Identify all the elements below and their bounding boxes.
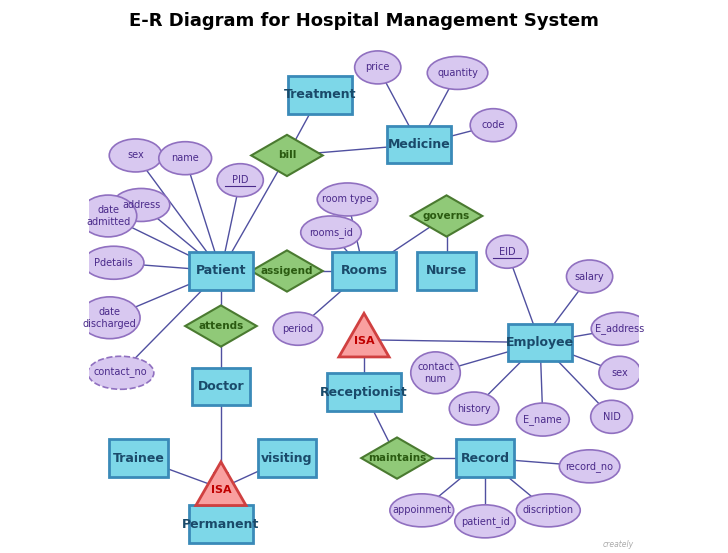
Text: Record: Record xyxy=(461,452,510,465)
Text: patient_id: patient_id xyxy=(461,516,510,527)
Ellipse shape xyxy=(516,403,569,436)
Text: date
discharged: date discharged xyxy=(83,307,137,328)
Text: Treatment: Treatment xyxy=(284,88,356,101)
Text: Pdetails: Pdetails xyxy=(95,258,133,268)
Ellipse shape xyxy=(427,56,488,90)
Ellipse shape xyxy=(599,356,641,389)
Ellipse shape xyxy=(88,356,154,389)
FancyBboxPatch shape xyxy=(508,324,572,361)
Text: Employee: Employee xyxy=(506,336,574,349)
Text: Doctor: Doctor xyxy=(197,380,245,393)
Polygon shape xyxy=(339,314,389,357)
Ellipse shape xyxy=(455,505,515,538)
Text: EID: EID xyxy=(499,247,515,257)
Text: Nurse: Nurse xyxy=(426,264,467,278)
FancyBboxPatch shape xyxy=(189,252,253,290)
Text: contact_no: contact_no xyxy=(94,368,148,378)
Text: quantity: quantity xyxy=(437,68,478,78)
Text: sex: sex xyxy=(127,150,144,160)
Polygon shape xyxy=(185,305,257,347)
Polygon shape xyxy=(411,195,482,237)
FancyBboxPatch shape xyxy=(191,368,250,405)
Text: code: code xyxy=(482,120,505,130)
Text: Patient: Patient xyxy=(196,264,246,278)
Text: visiting: visiting xyxy=(261,452,313,465)
Text: bill: bill xyxy=(278,150,296,160)
Ellipse shape xyxy=(109,139,162,172)
Text: assigend: assigend xyxy=(261,266,313,276)
Text: PID: PID xyxy=(232,175,248,185)
Ellipse shape xyxy=(566,260,613,293)
Ellipse shape xyxy=(301,216,361,249)
FancyBboxPatch shape xyxy=(109,440,167,477)
Ellipse shape xyxy=(390,494,454,527)
Text: Rooms: Rooms xyxy=(341,264,387,278)
Text: attends: attends xyxy=(198,321,244,331)
Text: E_name: E_name xyxy=(523,414,562,425)
Polygon shape xyxy=(196,462,246,505)
FancyBboxPatch shape xyxy=(387,126,451,163)
Text: appoinment: appoinment xyxy=(392,505,451,515)
Ellipse shape xyxy=(590,400,633,434)
Ellipse shape xyxy=(159,142,212,175)
Text: Receptionist: Receptionist xyxy=(320,385,408,399)
Polygon shape xyxy=(251,135,323,176)
Ellipse shape xyxy=(411,352,460,394)
Text: salary: salary xyxy=(575,272,604,281)
Text: NID: NID xyxy=(603,412,620,422)
Text: address: address xyxy=(122,200,160,210)
Ellipse shape xyxy=(470,109,516,142)
Ellipse shape xyxy=(273,312,323,345)
Text: discription: discription xyxy=(523,505,574,515)
FancyBboxPatch shape xyxy=(456,440,514,477)
Ellipse shape xyxy=(217,164,264,197)
Text: price: price xyxy=(365,62,390,72)
Text: ISA: ISA xyxy=(354,336,374,346)
Text: sex: sex xyxy=(612,368,628,378)
Ellipse shape xyxy=(79,195,137,237)
Text: name: name xyxy=(171,153,199,163)
FancyBboxPatch shape xyxy=(332,252,396,290)
Text: room type: room type xyxy=(323,195,373,205)
Text: E_address: E_address xyxy=(596,324,644,334)
Text: rooms_id: rooms_id xyxy=(309,227,353,238)
Text: period: period xyxy=(282,324,314,334)
Ellipse shape xyxy=(79,297,140,338)
FancyBboxPatch shape xyxy=(288,76,352,113)
Polygon shape xyxy=(251,251,323,291)
FancyBboxPatch shape xyxy=(327,373,401,411)
Text: Trainee: Trainee xyxy=(112,452,165,465)
Text: governs: governs xyxy=(423,211,470,221)
Ellipse shape xyxy=(486,235,528,268)
Text: Medicine: Medicine xyxy=(387,138,451,151)
Ellipse shape xyxy=(449,392,499,425)
Text: date
admitted: date admitted xyxy=(86,205,130,227)
Polygon shape xyxy=(361,437,432,479)
Text: maintains: maintains xyxy=(368,453,426,463)
Ellipse shape xyxy=(355,51,401,84)
FancyBboxPatch shape xyxy=(417,252,475,290)
Text: ISA: ISA xyxy=(210,484,232,494)
Ellipse shape xyxy=(516,494,580,527)
Ellipse shape xyxy=(559,450,620,483)
Text: creately: creately xyxy=(603,540,633,549)
Text: E-R Diagram for Hospital Management System: E-R Diagram for Hospital Management Syst… xyxy=(129,12,599,30)
Text: contact
num: contact num xyxy=(417,362,454,384)
Text: record_no: record_no xyxy=(566,461,614,472)
Text: Permanent: Permanent xyxy=(182,518,260,530)
Ellipse shape xyxy=(591,312,649,345)
FancyBboxPatch shape xyxy=(189,505,253,543)
FancyBboxPatch shape xyxy=(258,440,316,477)
Ellipse shape xyxy=(317,183,378,216)
Ellipse shape xyxy=(113,189,170,222)
Text: history: history xyxy=(457,404,491,414)
Ellipse shape xyxy=(84,246,144,279)
